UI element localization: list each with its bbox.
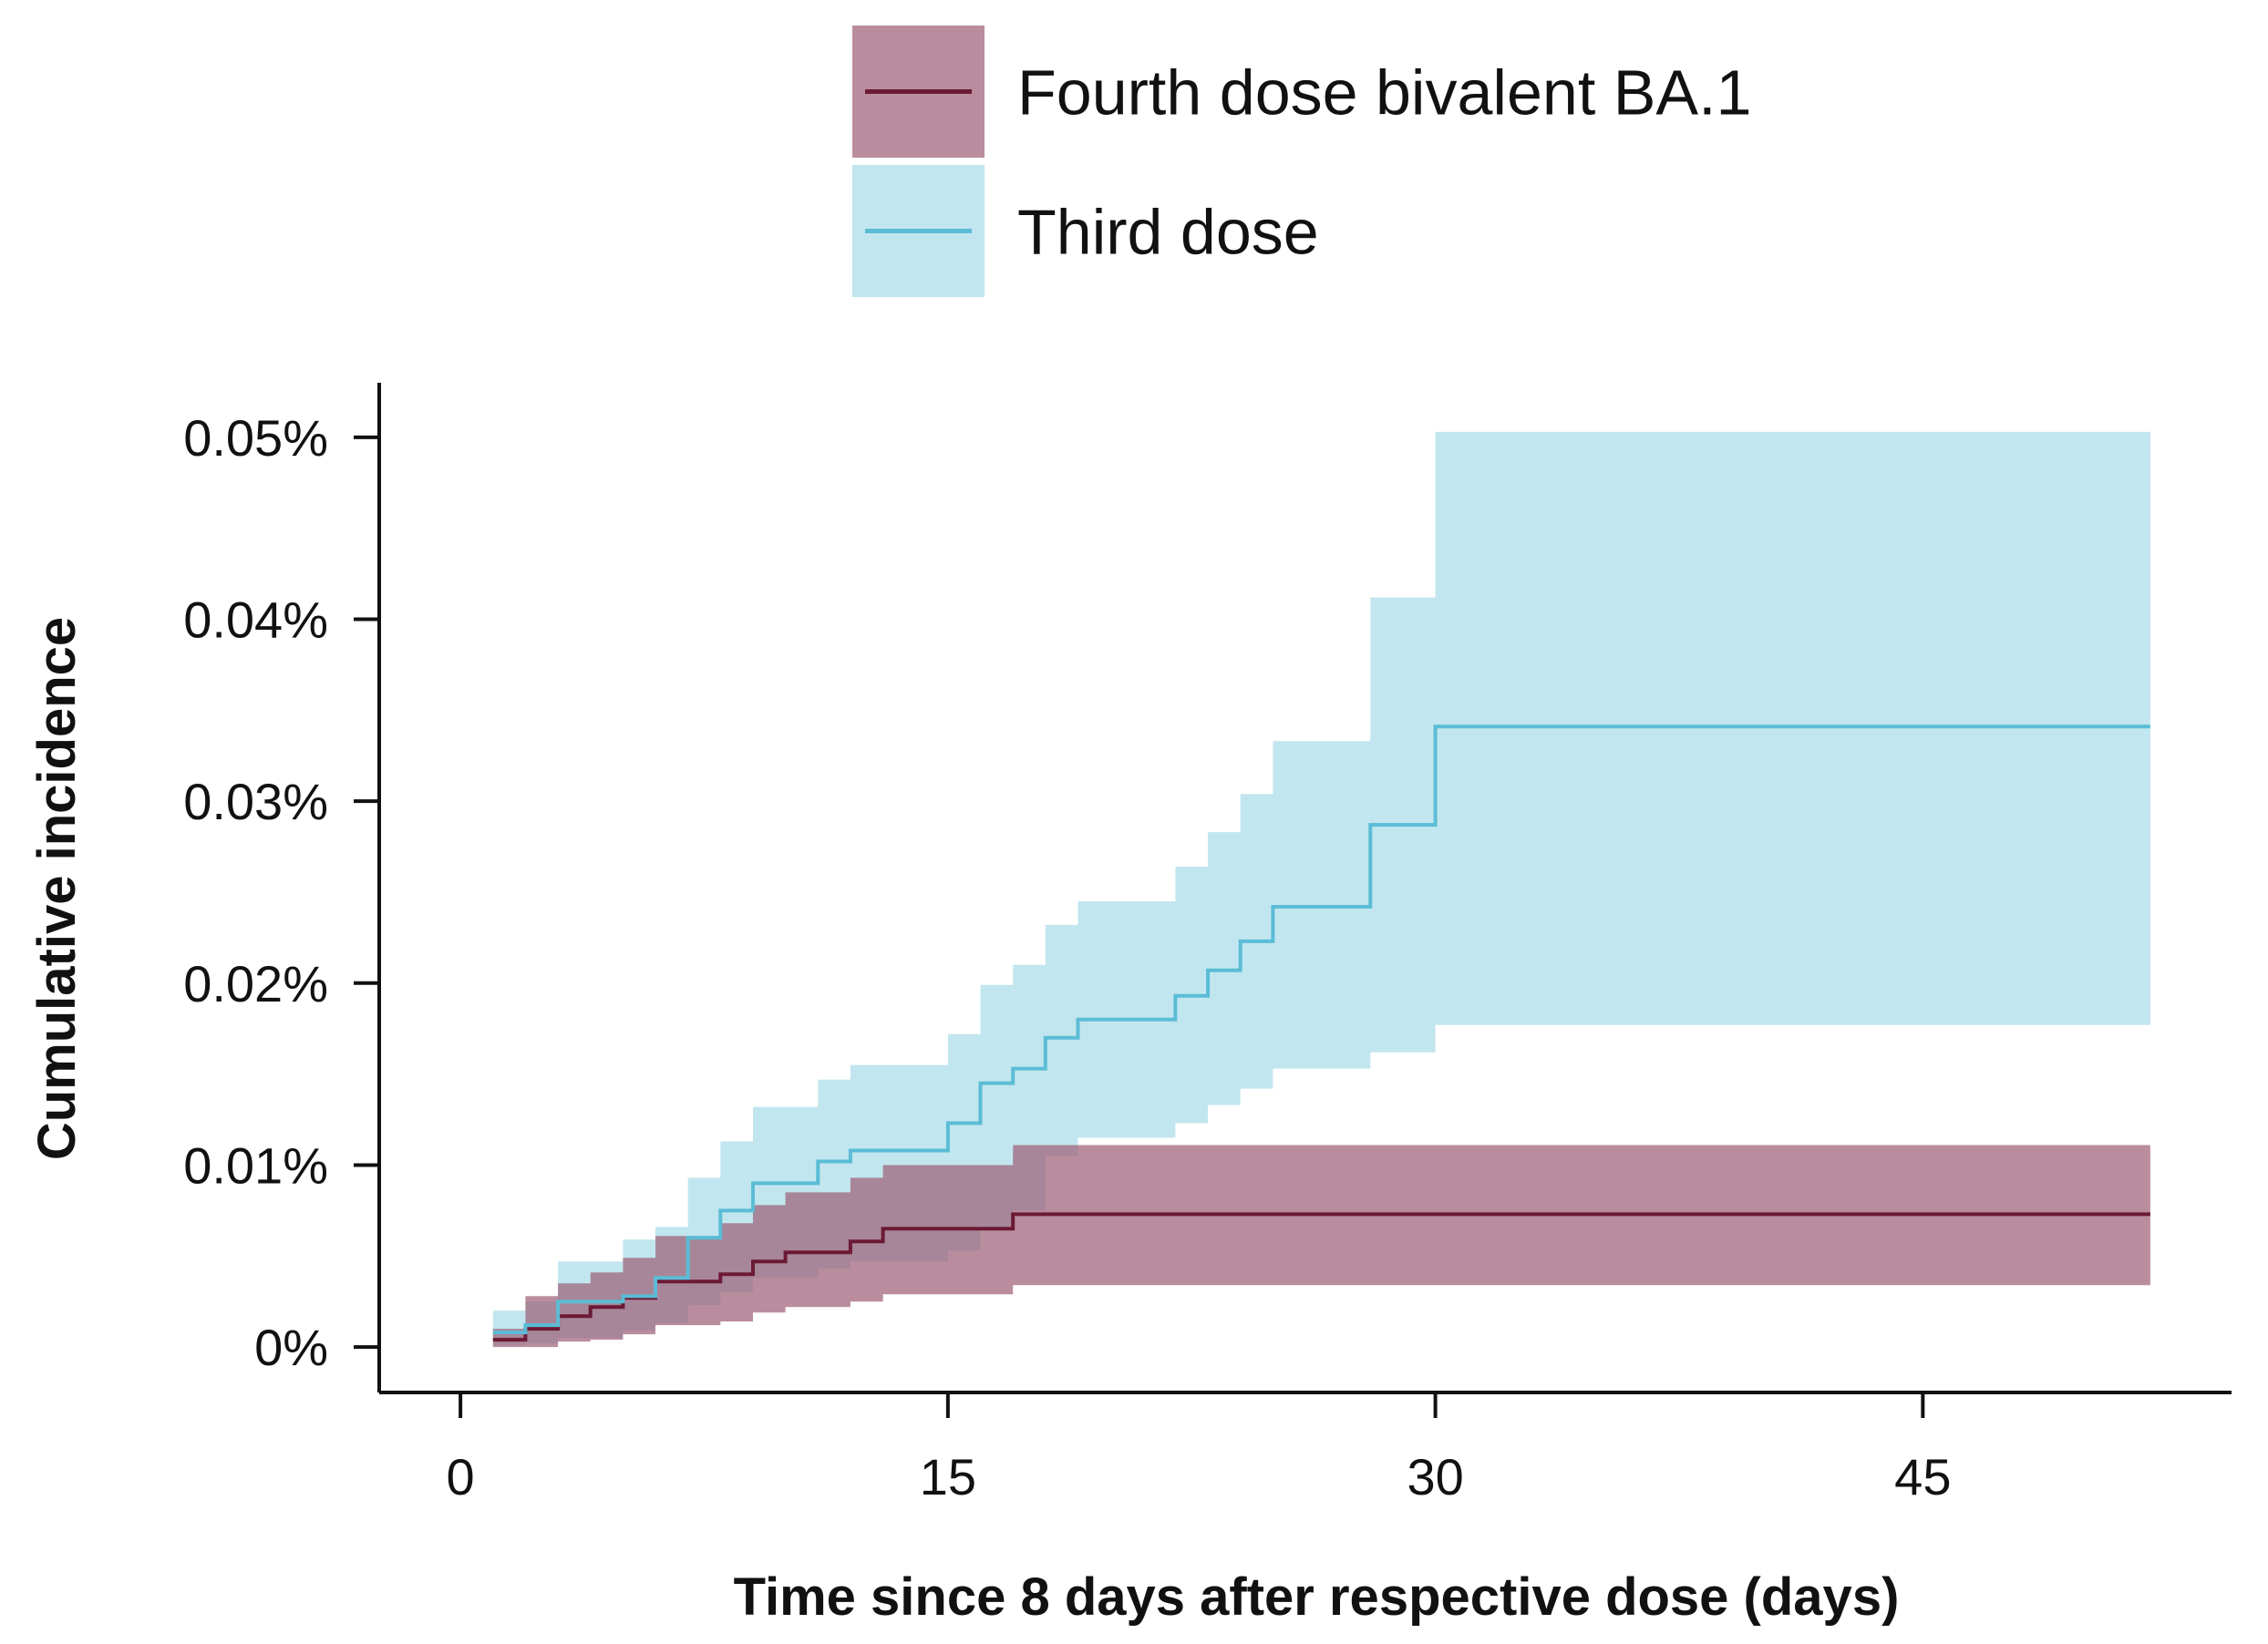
axes: 0% 0.01% 0.02% 0.03% 0.04% 0.05% 0 15 30 45 [183,383,2232,1505]
y-tick-label: 0.01% [183,1136,328,1194]
band-fourth-dose-bivalent-ba-1 [492,1145,2150,1348]
x-tick-label: 15 [920,1448,976,1505]
x-tick-label: 0 [447,1448,475,1505]
x-tick-label: 45 [1894,1448,1951,1505]
confidence-bands [492,431,2150,1348]
line-third-dose [492,724,2150,1335]
step-lines [492,724,2150,1342]
legend: Fourth dose bivalent BA.1 Third dose [852,26,1751,297]
y-tick-label: 0.03% [183,773,328,830]
y-tick-label: 0.02% [183,955,328,1012]
y-tick-label: 0.04% [183,591,328,649]
legend-label-third-dose: Third dose [1017,197,1319,268]
y-tick-label: 0% [254,1319,328,1376]
x-axis-title: Time since 8 days after respective dose … [734,1567,1900,1627]
y-tick-label: 0.05% [183,409,328,467]
y-axis-title: Cumulative incidence [27,617,87,1160]
x-tick-label: 30 [1407,1448,1463,1505]
band-third-dose [492,431,2150,1346]
legend-label-fourth-dose-bivalent-ba-1: Fourth dose bivalent BA.1 [1017,57,1751,128]
